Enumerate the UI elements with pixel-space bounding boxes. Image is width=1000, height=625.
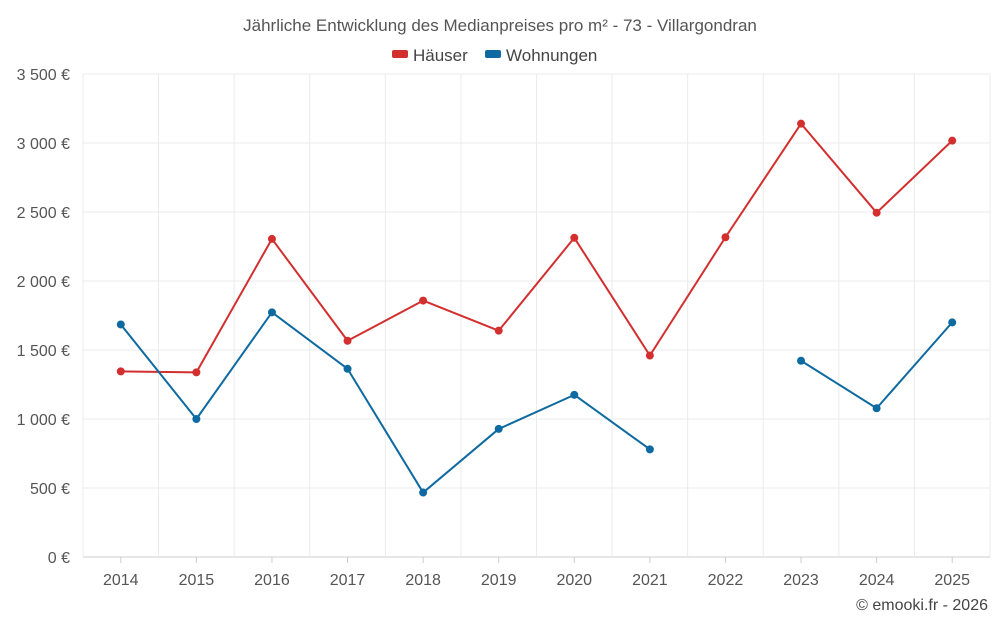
y-tick-label: 0 €: [48, 550, 70, 567]
x-tick-label: 2020: [556, 572, 592, 589]
credit-text: © emooki.fr - 2026: [856, 597, 988, 614]
data-point[interactable]: [192, 368, 201, 377]
x-tick-label: 2015: [179, 572, 215, 589]
series-layer: [116, 119, 957, 497]
series-line: [120, 122, 953, 374]
legend-swatch: [392, 50, 408, 58]
y-tick-label: 500 €: [30, 481, 70, 498]
x-tick-label: 2024: [859, 572, 895, 589]
data-point[interactable]: [419, 296, 428, 305]
data-point[interactable]: [872, 208, 881, 217]
x-tick-label: 2021: [632, 572, 668, 589]
data-point[interactable]: [645, 351, 654, 360]
legend-item-wohnungen[interactable]: Wohnungen: [485, 46, 597, 65]
data-point[interactable]: [267, 234, 276, 243]
data-point[interactable]: [948, 136, 957, 145]
data-point[interactable]: [267, 308, 276, 317]
data-point[interactable]: [343, 336, 352, 345]
y-tick-label: 2 000 €: [17, 274, 70, 291]
data-point[interactable]: [343, 364, 352, 373]
data-point[interactable]: [797, 356, 806, 365]
y-tick-label: 1 000 €: [17, 412, 70, 429]
data-point[interactable]: [645, 445, 654, 454]
chart-title: Jährliche Entwicklung des Medianpreises …: [243, 16, 757, 35]
y-axis-ticks: 0 € 500 € 1 000 € 1 500 € 2 000 € 2 500 € 3 00…: [17, 67, 70, 567]
legend[interactable]: Häuser Wohnungen: [392, 46, 597, 65]
legend-item-häuser[interactable]: Häuser: [392, 46, 468, 65]
x-tick-label: 2017: [330, 572, 366, 589]
data-point[interactable]: [494, 424, 503, 433]
x-tick-label: 2023: [783, 572, 819, 589]
data-point[interactable]: [192, 415, 201, 423]
legend-swatch: [485, 50, 501, 58]
data-point[interactable]: [116, 367, 125, 376]
data-point[interactable]: [721, 233, 730, 242]
grid-layer: [82, 73, 991, 558]
data-point[interactable]: [948, 318, 957, 327]
data-point[interactable]: [797, 119, 806, 128]
legend-label: Wohnungen: [506, 46, 597, 65]
x-tick-label: 2018: [405, 572, 441, 589]
series-wohnungen: [116, 308, 957, 497]
data-point[interactable]: [494, 326, 503, 335]
data-point[interactable]: [419, 488, 428, 497]
x-tick-label: 2014: [103, 572, 139, 589]
y-tick-label: 3 500 €: [17, 67, 70, 84]
legend-label: Häuser: [413, 46, 468, 65]
data-point[interactable]: [872, 404, 881, 413]
x-tick-label: 2016: [254, 572, 290, 589]
y-tick-label: 2 500 €: [17, 205, 70, 222]
data-point[interactable]: [570, 390, 579, 399]
x-tick-label: 2025: [934, 572, 970, 589]
series-line: [800, 321, 953, 410]
y-tick-label: 3 000 €: [17, 136, 70, 153]
series-line: [120, 311, 651, 494]
x-tick-label: 2019: [481, 572, 517, 589]
x-tick-label: 2022: [708, 572, 744, 589]
data-point[interactable]: [570, 233, 579, 242]
series-häuser: [116, 119, 957, 377]
y-tick-label: 1 500 €: [17, 343, 70, 360]
data-point[interactable]: [116, 320, 125, 329]
x-axis-ticks: 2014 2015 2016 2017 2018 2019 2020 2021 2022 2023…: [103, 557, 970, 589]
